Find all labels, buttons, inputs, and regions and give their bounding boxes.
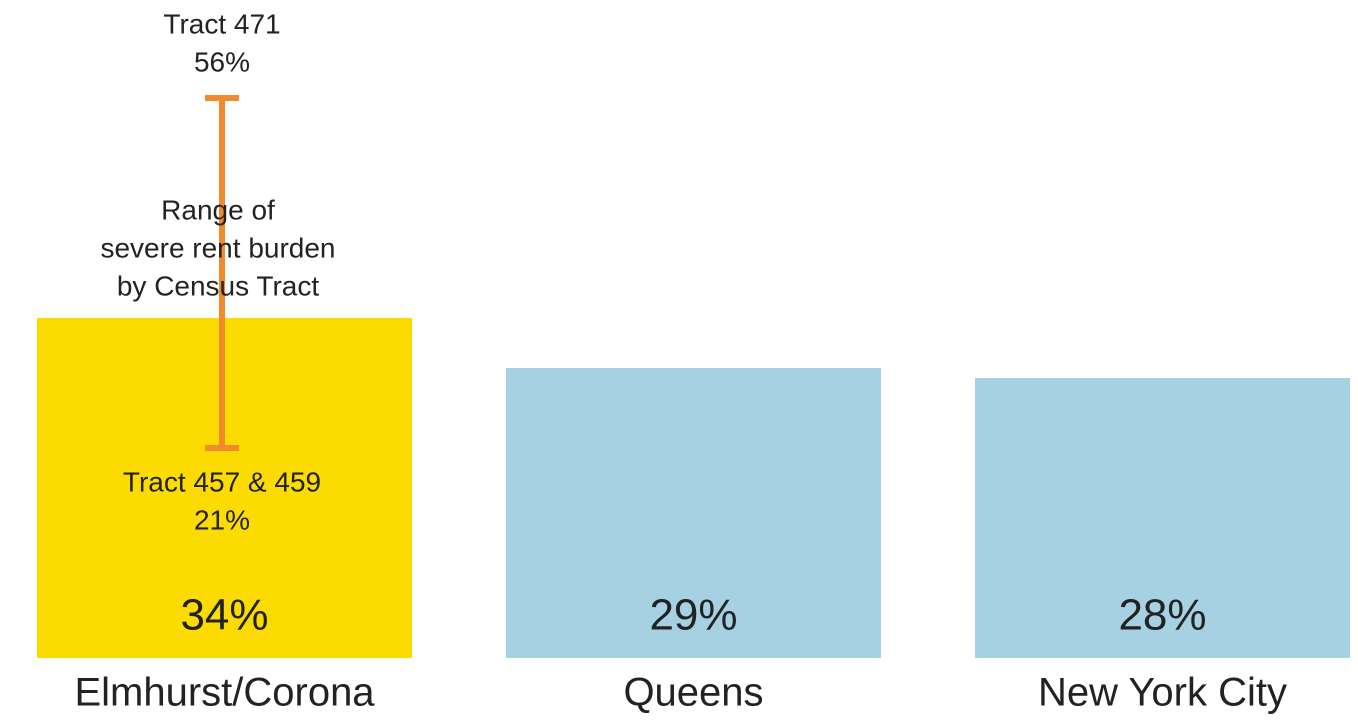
low-name: Tract 457 & 459 — [123, 466, 321, 497]
value-label: 29% — [649, 591, 737, 640]
bar — [506, 368, 881, 658]
high-label: 56% — [194, 46, 250, 77]
category-label: Queens — [623, 671, 763, 715]
category-label: New York City — [1038, 671, 1287, 715]
value-label: 28% — [1118, 591, 1206, 640]
range-note: by Census Tract — [117, 270, 320, 301]
range-note: severe rent burden — [100, 232, 335, 263]
category-label: Elmhurst/Corona — [74, 671, 375, 715]
bar — [975, 378, 1350, 658]
range-note: Range of — [161, 194, 275, 225]
value-label: 34% — [180, 591, 268, 640]
low-label: 21% — [194, 504, 250, 535]
high-name: Tract 471 — [163, 8, 280, 39]
